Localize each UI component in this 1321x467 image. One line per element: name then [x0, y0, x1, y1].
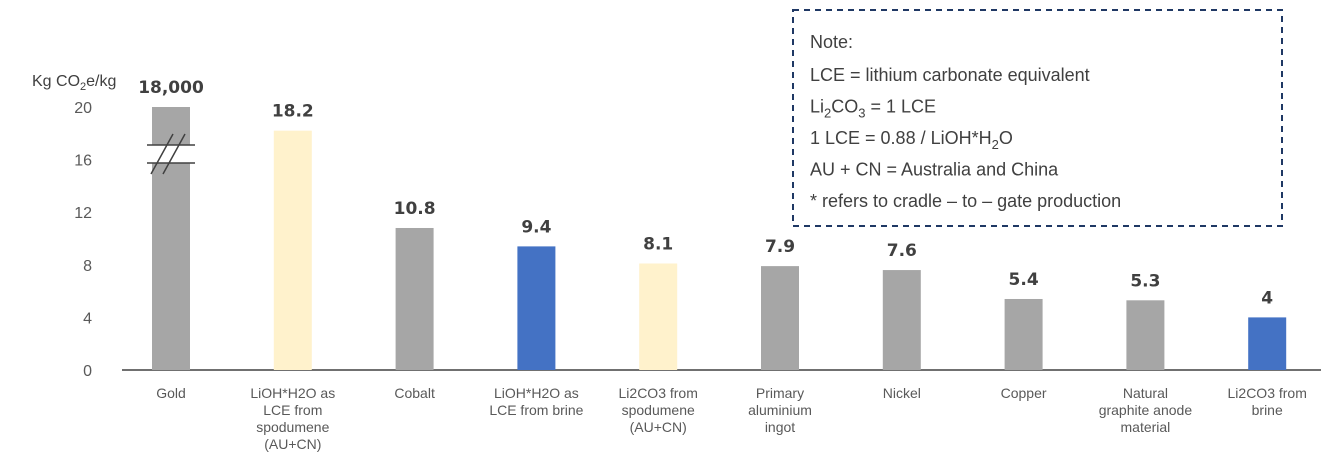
note-title: Note:: [810, 32, 853, 52]
category-label: Primary aluminium ingot: [748, 385, 812, 435]
bar: [639, 263, 678, 370]
category-label: LiOH*H2O as LCE from brine: [489, 385, 583, 418]
y-tick-label: 20: [74, 100, 92, 117]
bars: [147, 107, 1287, 370]
bar: [1004, 298, 1043, 370]
note-line: 1 LCE = 0.88 / LiOH*H2O: [810, 128, 1013, 152]
data-label: 7.9: [765, 237, 795, 257]
category-label: Li2CO3 from spodumene (AU+CN): [619, 385, 698, 435]
bar: [273, 130, 312, 370]
bar: [1126, 300, 1165, 370]
y-tick-label: 8: [83, 258, 92, 275]
data-label: 18,000: [138, 78, 204, 98]
category-label: Nickel: [883, 385, 921, 401]
y-tick-label: 12: [74, 205, 92, 222]
data-label: 8.1: [643, 234, 673, 254]
bar: [1248, 317, 1287, 370]
note-line: AU + CN = Australia and China: [810, 160, 1059, 180]
data-labels: 18,000 18.2 10.8 9.4 8.1 7.9 7.6 5.4 5.3 4: [138, 78, 1273, 308]
category-labels: Gold LiOH*H2O as LCE from spodumene (AU+CN) C…: [156, 385, 1307, 452]
y-tick-label: 0: [83, 363, 92, 380]
axis-break-mark: [147, 133, 195, 175]
bar: [395, 227, 434, 370]
data-label: 4: [1261, 288, 1273, 308]
note-line: * refers to cradle – to – gate productio…: [810, 191, 1121, 211]
note-box: Note: LCE = lithium carbonate equivalent L…: [792, 9, 1283, 227]
bar: [761, 266, 799, 370]
category-label: LiOH*H2O as LCE from spodumene (AU+CN): [250, 385, 335, 452]
category-label: Natural graphite anode material: [1099, 385, 1193, 435]
y-tick-label: 4: [83, 310, 92, 327]
category-label: Copper: [1001, 385, 1047, 401]
data-label: 5.4: [1009, 270, 1039, 290]
bar: [882, 270, 921, 370]
y-tick-label: 16: [74, 153, 92, 170]
category-label: Li2CO3 from brine: [1228, 385, 1307, 418]
data-label: 18.2: [272, 102, 314, 122]
category-label: Cobalt: [394, 385, 435, 401]
data-label: 9.4: [521, 217, 551, 237]
category-label: Gold: [156, 385, 186, 401]
note-border: [792, 9, 1283, 227]
bar: [517, 246, 556, 370]
y-axis: Kg CO2e/kg 0 4 8 12 16 20: [32, 73, 1321, 380]
data-label: 10.8: [394, 199, 436, 219]
y-axis-label: Kg CO2e/kg: [32, 73, 116, 93]
data-label: 5.3: [1130, 271, 1160, 291]
data-label: 7.6: [887, 241, 917, 261]
note-line: LCE = lithium carbonate equivalent: [810, 65, 1090, 85]
note-line: Li2CO3 = 1 LCE: [810, 97, 936, 121]
